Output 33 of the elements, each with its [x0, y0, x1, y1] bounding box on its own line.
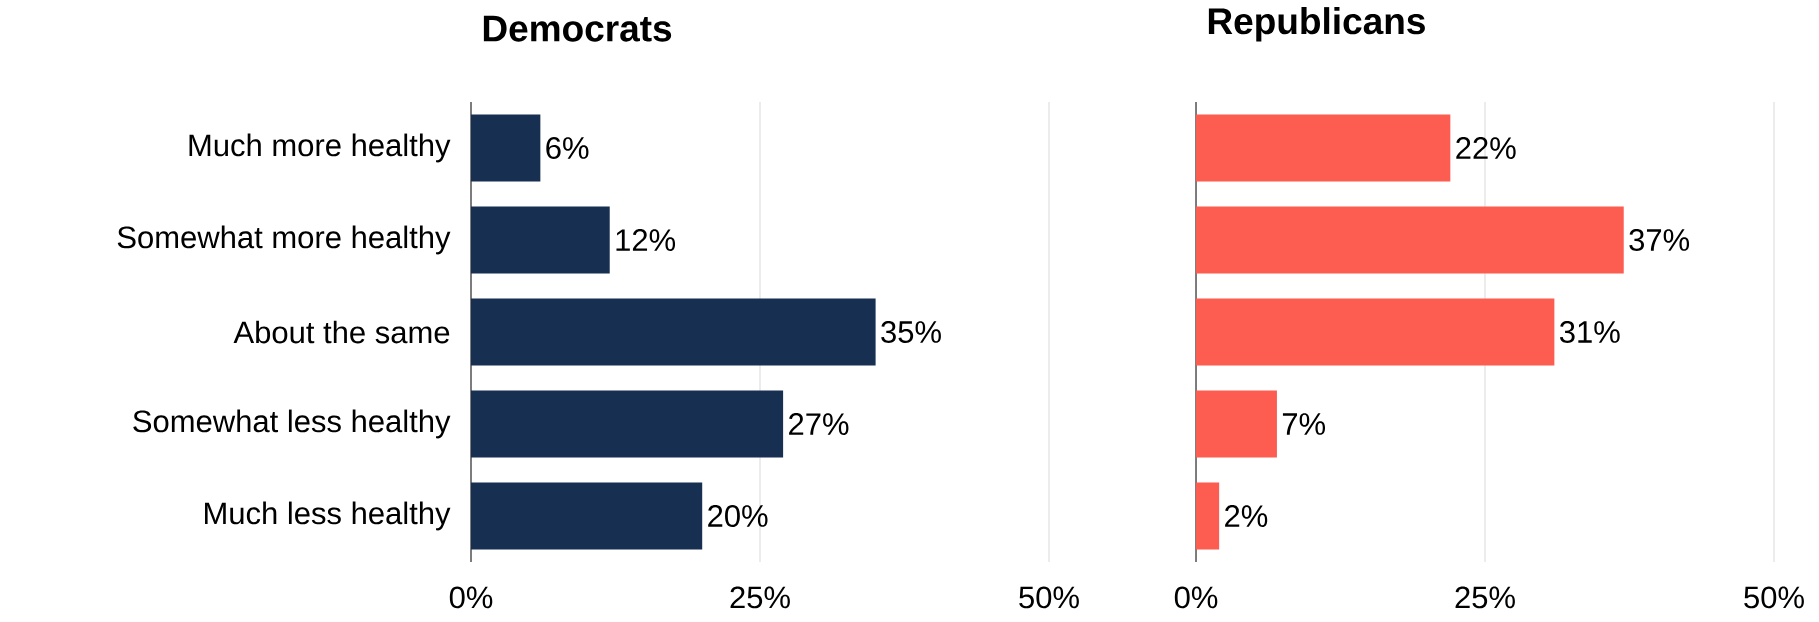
x-tick-label: 25%	[730, 586, 790, 609]
bar	[1196, 298, 1555, 366]
data-label: 31%	[1559, 321, 1620, 343]
data-label: 22%	[1456, 137, 1516, 159]
x-tick-label: 0%	[449, 586, 493, 609]
bar	[471, 206, 610, 274]
data-label: 20%	[708, 505, 768, 527]
bar	[471, 390, 784, 458]
data-label: 27%	[789, 413, 849, 435]
bar	[1196, 482, 1220, 550]
chart-title: Democrats	[483, 15, 672, 42]
bar	[1196, 114, 1451, 182]
x-tick-label: 50%	[1744, 586, 1804, 609]
bar	[471, 298, 876, 366]
chart-title: Republicans	[1208, 7, 1425, 42]
data-label: 7%	[1282, 413, 1326, 435]
y-tick-label: Much less healthy	[205, 501, 451, 531]
y-tick-label: Much more healthy	[189, 133, 451, 163]
y-tick-label: Somewhat less healthy	[133, 409, 451, 439]
data-label: 2%	[1225, 505, 1268, 527]
data-label: 6%	[546, 137, 589, 159]
y-tick-label: Somewhat more healthy	[117, 225, 451, 255]
data-label: 35%	[881, 321, 941, 343]
data-label: 12%	[616, 229, 676, 251]
bar	[1196, 390, 1277, 458]
y-tick-label: About the same	[233, 320, 450, 344]
x-tick-label: 25%	[1455, 586, 1515, 609]
x-tick-label: 0%	[1174, 586, 1218, 609]
data-label: 37%	[1629, 229, 1690, 251]
bar	[471, 114, 541, 182]
bar	[1196, 206, 1624, 274]
bar	[471, 482, 703, 550]
x-tick-label: 50%	[1019, 586, 1079, 609]
